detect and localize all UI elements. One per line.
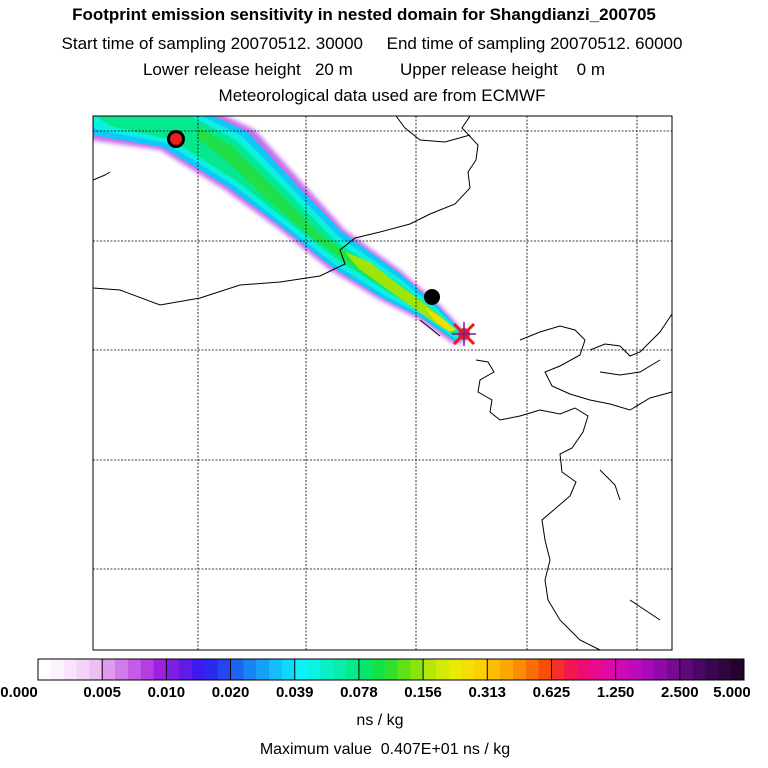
colorbar-swatch <box>243 659 257 680</box>
colorbar-tick-label: 0.020 <box>211 684 250 701</box>
colorbar-swatch <box>204 659 219 680</box>
colorbar-swatch <box>269 659 283 680</box>
receptor-star <box>452 322 476 346</box>
release-heights: Lower release height 20 m Upper release … <box>142 60 606 79</box>
colorbar-swatch <box>564 659 578 680</box>
colorbar-swatch <box>423 659 437 680</box>
colorbar-swatch <box>294 659 309 680</box>
colorbar-swatch <box>397 659 411 680</box>
colorbar-tick-label: 0.005 <box>83 684 121 701</box>
colorbar-swatch <box>76 659 90 680</box>
colorbar-swatch <box>217 659 232 680</box>
colorbar-swatch <box>371 659 386 680</box>
colorbar-swatch <box>384 659 398 680</box>
colorbar-swatch <box>140 659 155 680</box>
colorbar-tick-label: 0.156 <box>404 684 442 701</box>
trajectory-position-dot <box>424 289 440 305</box>
colorbar-swatch <box>705 659 719 680</box>
map-frame <box>92 115 673 651</box>
colorbar-swatch <box>333 659 347 680</box>
colorbar-swatch <box>102 659 116 680</box>
colorbar-swatch <box>577 659 591 680</box>
colorbar <box>37 658 745 681</box>
colorbar-swatch <box>589 659 604 680</box>
colorbar-swatch <box>615 659 629 680</box>
colorbar-swatch <box>628 659 642 680</box>
colorbar-swatch <box>192 659 206 680</box>
colorbar-units: ns / kg <box>356 712 404 729</box>
colorbar-swatch <box>538 659 552 680</box>
colorbar-swatch <box>500 659 514 680</box>
colorbar-swatch <box>448 659 463 680</box>
colorbar-swatch <box>256 659 270 680</box>
colorbar-swatch <box>410 659 424 680</box>
colorbar-swatch <box>63 659 78 680</box>
graticule <box>93 116 672 650</box>
colorbar-tick-label: 1.250 <box>596 684 635 701</box>
colorbar-tick-label: 0.039 <box>275 684 314 701</box>
colorbar-swatch <box>602 659 617 680</box>
colorbar-tick-label: 0.078 <box>340 684 378 701</box>
colorbar-swatch <box>525 659 540 680</box>
colorbar-swatch <box>153 659 167 680</box>
colorbar-swatch <box>666 659 681 680</box>
colorbar-swatch <box>679 659 694 680</box>
colorbar-swatch <box>281 659 296 680</box>
colorbar-swatch <box>230 659 244 680</box>
colorbar-tick-label: 0.313 <box>468 684 507 701</box>
colorbar-swatch <box>358 659 373 680</box>
colorbar-swatch <box>692 659 706 680</box>
colorbar-tick-label: 2.500 <box>661 684 699 701</box>
plot-title: Footprint emission sensitivity in nested… <box>72 5 656 24</box>
colorbar-swatch <box>320 659 334 680</box>
emission-plume <box>93 116 470 345</box>
colorbar-swatch <box>38 659 52 680</box>
sampling-times: Start time of sampling 20070512. 30000 E… <box>61 34 683 53</box>
colorbar-swatch <box>551 659 565 680</box>
trajectory-start-dot-fill <box>170 133 182 145</box>
colorbar-swatch <box>89 659 103 680</box>
colorbar-frame <box>37 658 745 681</box>
colorbar-swatch <box>435 659 450 680</box>
met-data-source: Meteorological data used are from ECMWF <box>218 86 546 105</box>
colorbar-swatch <box>179 659 193 680</box>
colorbar-swatch <box>474 659 488 680</box>
colorbar-swatch <box>127 659 142 680</box>
colorbar-swatch <box>718 659 732 680</box>
colorbar-tick-label: 0.000 <box>0 684 38 701</box>
colorbar-swatch <box>115 659 129 680</box>
maximum-value: Maximum value 0.407E+01 ns / kg <box>259 741 511 758</box>
colorbar-swatch <box>461 659 475 680</box>
colorbar-swatch <box>50 659 65 680</box>
colorbar-tick-label: 5.000 <box>713 684 751 701</box>
colorbar-swatch <box>512 659 527 680</box>
colorbar-swatch <box>346 659 360 680</box>
map-area <box>93 116 672 650</box>
colorbar-tick-label: 0.010 <box>147 684 186 701</box>
colorbar-tick-label: 0.625 <box>532 684 571 701</box>
colorbar-swatch <box>166 659 180 680</box>
colorbar-swatch <box>731 659 745 680</box>
coastlines <box>93 116 672 650</box>
colorbar-swatch <box>307 659 321 680</box>
colorbar-swatch <box>487 659 501 680</box>
colorbar-swatch <box>654 659 668 680</box>
colorbar-swatch <box>641 659 655 680</box>
